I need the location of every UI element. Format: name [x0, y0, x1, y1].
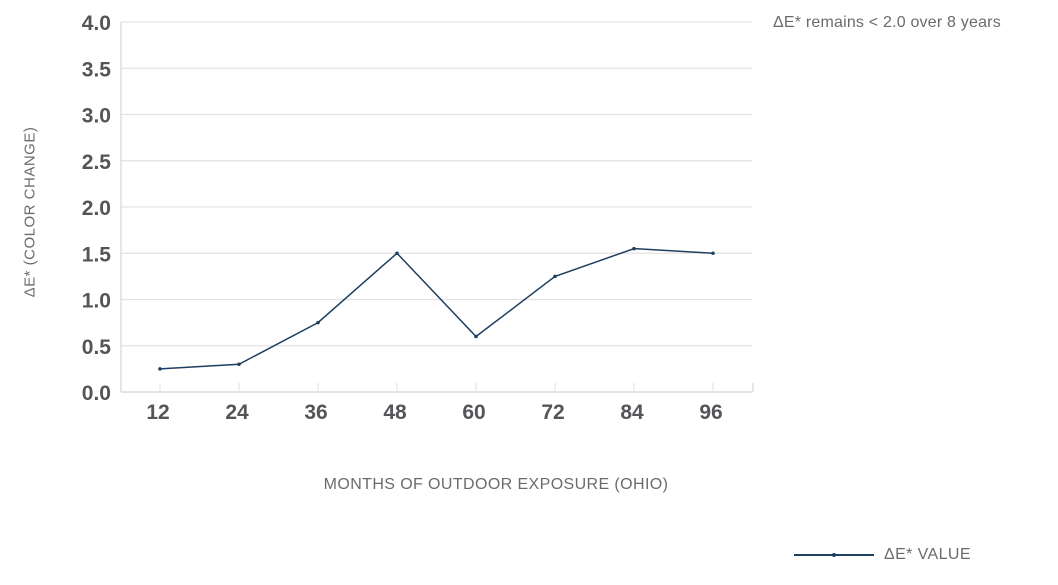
- chart-annotation: ΔE* remains < 2.0 over 8 years: [773, 14, 1001, 31]
- y-axis-ticks: 0.0 0.5 1.0 1.5 2.0 2.5 3.0 3.5 4.0: [82, 12, 112, 405]
- legend-label: ΔE* VALUE: [884, 546, 971, 563]
- legend-line-marker-icon: [794, 548, 874, 562]
- y-axis-label: ΔE* (COLOR CHANGE): [21, 126, 39, 298]
- y-tick-label: 2.5: [82, 151, 112, 174]
- y-tick-label: 0.5: [82, 336, 112, 359]
- x-axis-ticks: 12 24 36 48 60 72 84 96: [146, 401, 722, 424]
- x-axis-label: MONTHS OF OUTDOOR EXPOSURE (OHIO): [323, 476, 669, 493]
- axes: [120, 22, 754, 392]
- data-series-delta-e: [158, 246, 715, 371]
- y-tick-label: 1.0: [82, 290, 111, 313]
- x-tick-label: 60: [462, 401, 485, 424]
- y-tick-label: 3.0: [82, 105, 111, 128]
- data-point-marker: [158, 367, 162, 371]
- y-tick-label: 1.5: [82, 243, 112, 266]
- legend: ΔE* VALUE: [794, 546, 971, 564]
- x-tick-label: 84: [620, 401, 644, 424]
- x-tick-label: 96: [699, 401, 722, 424]
- y-tick-label: 2.0: [82, 197, 111, 220]
- data-point-marker: [395, 251, 399, 256]
- data-point-marker: [237, 362, 241, 367]
- data-point-marker: [553, 274, 557, 279]
- gridlines: [121, 21, 752, 393]
- data-point-marker: [474, 334, 478, 339]
- x-tick-label: 24: [225, 401, 249, 424]
- x-tick-label: 36: [304, 401, 327, 424]
- data-line: [159, 247, 714, 370]
- y-tick-label: 0.0: [82, 382, 111, 405]
- y-tick-label: 4.0: [82, 12, 111, 35]
- y-tick-label: 3.5: [82, 58, 112, 81]
- x-tick-label: 72: [541, 401, 564, 424]
- x-tick-label: 12: [146, 401, 169, 424]
- data-point-marker: [316, 320, 320, 325]
- x-tick-label: 48: [383, 401, 407, 424]
- data-point-marker: [632, 246, 636, 251]
- data-point-marker: [711, 251, 715, 256]
